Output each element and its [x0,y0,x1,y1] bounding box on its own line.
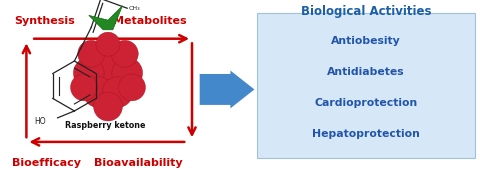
FancyBboxPatch shape [257,13,475,158]
Text: Bioavailability: Bioavailability [94,158,182,168]
Text: CH₃: CH₃ [129,6,140,11]
Text: Raspberry ketone: Raspberry ketone [65,121,146,130]
Text: Synthesis: Synthesis [14,16,75,26]
Text: Metabolites: Metabolites [113,16,186,26]
Text: Biological Activities: Biological Activities [301,5,431,18]
Ellipse shape [94,92,122,121]
Ellipse shape [96,32,120,56]
Polygon shape [200,71,254,108]
Text: Hepatoprotection: Hepatoprotection [312,129,420,139]
Text: HO: HO [34,117,46,126]
Ellipse shape [91,47,125,80]
Text: Cardioprotection: Cardioprotection [314,98,418,108]
Ellipse shape [111,40,138,67]
Ellipse shape [83,77,114,108]
Text: Antidiabetes: Antidiabetes [327,67,405,77]
Ellipse shape [112,58,143,88]
Ellipse shape [71,74,97,101]
Ellipse shape [102,77,133,108]
Text: Antiobesity: Antiobesity [331,36,401,46]
Ellipse shape [78,40,105,67]
Ellipse shape [119,74,145,101]
Ellipse shape [73,58,104,88]
Polygon shape [89,6,122,30]
Text: Bioefficacy: Bioefficacy [12,158,81,168]
